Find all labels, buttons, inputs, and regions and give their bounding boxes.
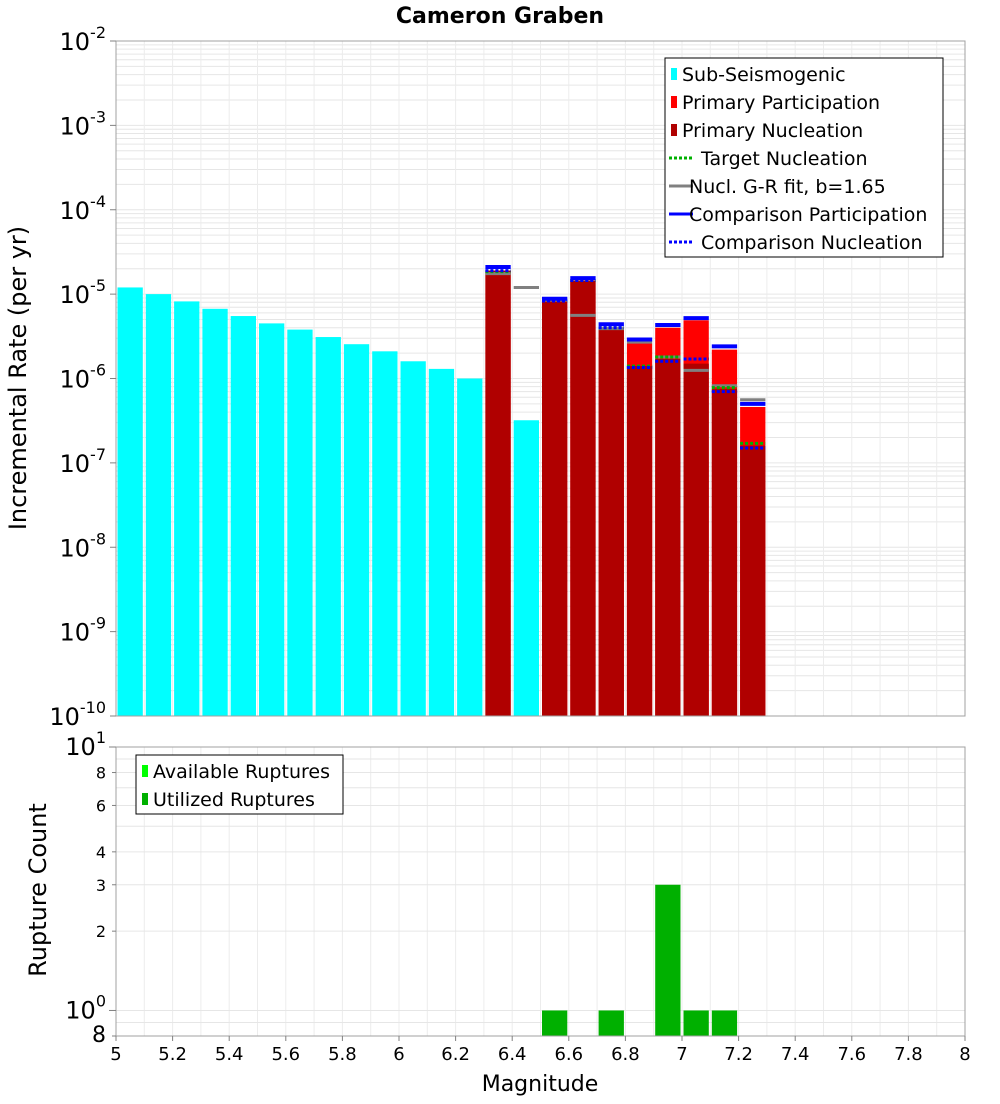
- x-tick-label: 7.8: [894, 1044, 923, 1065]
- legend-label: Utilized Ruptures: [153, 789, 315, 811]
- y-major-tick-label: 100: [65, 991, 106, 1024]
- sub-seismogenic-bar: [174, 301, 200, 716]
- utilized-ruptures-bar: [683, 1010, 709, 1036]
- sub-seismogenic-bar: [428, 368, 455, 716]
- y-tick-label: 6: [96, 796, 106, 815]
- top-plot-y-axis-label: Incremental Rate (per yr): [4, 226, 32, 530]
- primary-nucleation-bar: [711, 389, 738, 716]
- sub-seismogenic-bar: [287, 329, 313, 716]
- sub-seismogenic-bar: [230, 316, 256, 716]
- primary-nucleation-bar: [598, 329, 624, 716]
- sub-seismogenic-bar: [372, 351, 398, 716]
- bottom-plot-frame: [115, 746, 966, 1037]
- legend-label: Nucl. G-R fit, b=1.65: [689, 176, 886, 198]
- x-axis-label: Magnitude: [482, 1072, 599, 1097]
- y-tick-label: 10-7: [60, 445, 107, 478]
- x-tick-label: 8: [959, 1044, 970, 1065]
- y-tick-label: 10-8: [60, 529, 107, 562]
- top-plot-legend: Sub-Seismogenic Primary Participation Prim…: [664, 57, 944, 258]
- x-tick-label: 7: [676, 1044, 687, 1065]
- legend-label: Comparison Nucleation: [701, 232, 923, 254]
- top-plot-line-markers: [485, 264, 766, 450]
- y-tick-label: 10-9: [60, 614, 107, 647]
- bottom-plot-bars: [542, 884, 738, 1036]
- bottom-plot-y-axis-label: Rupture Count: [24, 803, 52, 977]
- y-tick-label: 4: [96, 843, 106, 862]
- x-tick-label: 5: [110, 1044, 121, 1065]
- utilized-ruptures-bar: [542, 1010, 568, 1036]
- legend-swatch: [671, 68, 677, 80]
- y-tick-label: 10-5: [60, 276, 107, 309]
- sub-seismogenic-bar: [343, 344, 370, 716]
- y-tick-label: 10-6: [60, 361, 107, 394]
- sub-seismogenic-bar: [513, 420, 539, 716]
- legend-label: Primary Nucleation: [682, 120, 863, 142]
- y-tick-label: 2: [96, 922, 106, 941]
- x-tick-label: 6: [393, 1044, 404, 1065]
- sub-seismogenic-bar: [145, 294, 172, 716]
- x-tick-label: 7.6: [837, 1044, 866, 1065]
- y-tick-label: 10-10: [49, 698, 106, 731]
- legend-label: Available Ruptures: [153, 761, 330, 783]
- primary-nucleation-bar: [542, 301, 568, 716]
- primary-nucleation-bar: [740, 445, 766, 716]
- top-plot-gridlines: [115, 41, 966, 717]
- chart-title: Cameron Graben: [396, 4, 604, 29]
- sub-seismogenic-bar: [457, 378, 483, 716]
- legend-swatch: [671, 96, 677, 108]
- y-major-tick-label: 101: [65, 728, 106, 761]
- x-tick-label: 6.2: [441, 1044, 470, 1065]
- x-tick-label: 5.6: [271, 1044, 300, 1065]
- x-tick-label: 7.2: [724, 1044, 753, 1065]
- legend-label: Sub-Seismogenic: [682, 64, 846, 86]
- utilized-ruptures-bar: [655, 884, 681, 1036]
- x-tick-label: 5.2: [158, 1044, 187, 1065]
- legend-label: Primary Participation: [682, 92, 880, 114]
- x-tick-label: 5.4: [215, 1044, 244, 1065]
- primary-nucleation-bar: [570, 280, 596, 716]
- y-tick-label: 8: [92, 1023, 106, 1048]
- legend-box: [135, 754, 344, 815]
- sub-seismogenic-bar: [400, 361, 426, 716]
- legend-swatch: [671, 124, 677, 136]
- y-tick-label: 3: [96, 876, 106, 895]
- primary-nucleation-bar: [626, 366, 653, 716]
- x-tick-label: 6.6: [554, 1044, 583, 1065]
- utilized-ruptures-bar: [711, 1010, 738, 1036]
- legend-swatch: [142, 765, 148, 777]
- legend-label: Comparison Participation: [689, 204, 927, 226]
- sub-seismogenic-bar: [259, 323, 285, 716]
- sub-seismogenic-bar: [202, 308, 228, 716]
- bottom-plot-legend: Available Ruptures Utilized Ruptures: [135, 754, 344, 815]
- primary-nucleation-bar: [655, 359, 681, 716]
- legend-box: [664, 57, 944, 258]
- y-tick-label: 8: [96, 764, 106, 783]
- x-tick-label: 7.4: [781, 1044, 810, 1065]
- primary-nucleation-bar: [485, 270, 511, 716]
- legend-swatch: [142, 793, 148, 805]
- primary-nucleation-bar: [683, 363, 709, 716]
- y-tick-label: 10-3: [60, 107, 107, 140]
- top-plot-axis-ticks: 10-10 10-9 10-8 10-7 10-6 10-5 10-4 10-3 10-2: [49, 23, 116, 731]
- y-tick-label: 10-2: [60, 23, 107, 56]
- sub-seismogenic-bar: [315, 337, 341, 716]
- y-tick-label: 10-4: [60, 192, 107, 225]
- x-tick-label: 6.4: [498, 1044, 527, 1065]
- top-plot-bars: [117, 270, 766, 716]
- utilized-ruptures-bar: [598, 1010, 624, 1036]
- x-tick-label: 6.8: [611, 1044, 640, 1065]
- sub-seismogenic-bar: [117, 287, 143, 716]
- legend-label: Target Nucleation: [700, 148, 868, 170]
- x-tick-label: 5.8: [328, 1044, 357, 1065]
